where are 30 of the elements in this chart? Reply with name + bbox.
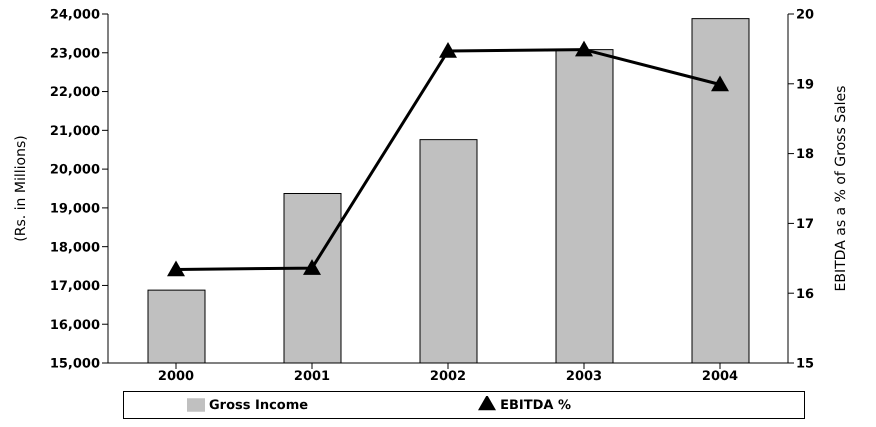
point bbox=[711, 76, 729, 92]
y2-tick-label: 20 bbox=[796, 8, 814, 23]
x-tick-label: 2004 bbox=[702, 369, 738, 384]
y2-axis-title: EBITDA as a % of Gross Sales bbox=[832, 86, 849, 292]
y2-tick-label: 17 bbox=[796, 217, 814, 232]
y-tick-label: 21,000 bbox=[50, 124, 100, 139]
y-tick-label: 15,000 bbox=[50, 356, 100, 372]
y-tick-label: 24,000 bbox=[50, 8, 100, 23]
y-tick-label: 19,000 bbox=[50, 202, 100, 217]
y-tick-label: 16,000 bbox=[50, 318, 100, 333]
point bbox=[167, 260, 185, 276]
x-tick-label: 2003 bbox=[566, 369, 602, 384]
point bbox=[303, 259, 321, 275]
y2-tick-label: 16 bbox=[796, 286, 814, 302]
y2-tick-label: 15 bbox=[796, 356, 814, 372]
point bbox=[575, 40, 593, 56]
legend-label: EBITDA % bbox=[500, 398, 571, 413]
y-tick-label: 20,000 bbox=[50, 162, 100, 178]
y-tick-label: 17,000 bbox=[50, 279, 100, 294]
y-tick-label: 18,000 bbox=[50, 240, 100, 256]
y-axis-title: (Rs. in Millions) bbox=[12, 135, 29, 242]
y2-tick-label: 18 bbox=[796, 147, 814, 162]
y-tick-label: 22,000 bbox=[50, 85, 100, 100]
legend-label: Gross Income bbox=[208, 398, 308, 413]
y-tick-label: 23,000 bbox=[50, 46, 100, 62]
x-tick-label: 2001 bbox=[294, 369, 330, 384]
x-tick-label: 2000 bbox=[158, 369, 194, 384]
x-tick-label: 2002 bbox=[430, 369, 466, 384]
point bbox=[439, 42, 457, 58]
y2-tick-label: 19 bbox=[796, 77, 814, 92]
